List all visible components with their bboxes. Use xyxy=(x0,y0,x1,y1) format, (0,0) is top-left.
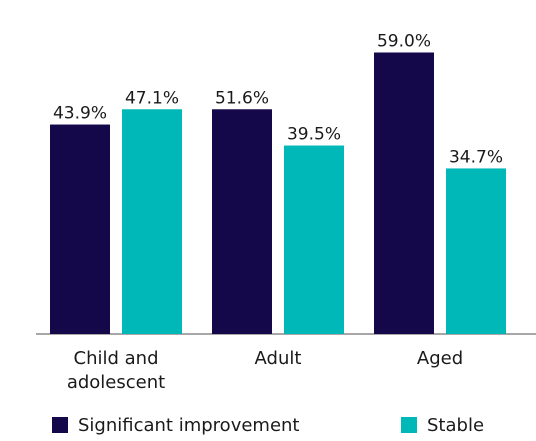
bar-stable-0 xyxy=(122,109,182,334)
value-label-1-2: 34.7% xyxy=(449,147,503,167)
bar-significant-improvement-2 xyxy=(374,52,434,334)
x-tick-labels-group: Child and adolescent Adult Aged xyxy=(67,348,463,393)
value-label-0-0: 43.9% xyxy=(53,104,107,124)
bars-group xyxy=(50,52,506,334)
x-tick-label-line: Adult xyxy=(255,348,302,369)
x-tick-label-line: Child and xyxy=(74,348,159,369)
value-label-0-1: 51.6% xyxy=(215,88,269,108)
legend-label-significant-improvement: Significant improvement xyxy=(78,415,300,436)
x-tick-label-line: adolescent xyxy=(67,372,165,393)
legend-swatch-significant-improvement xyxy=(52,417,68,433)
bar-stable-2 xyxy=(446,168,506,334)
bar-stable-1 xyxy=(284,145,344,334)
value-labels-group: 43.9% 47.1% 51.6% 39.5% 59.0% 34.7% xyxy=(53,31,503,167)
x-tick-label-2: Aged xyxy=(417,348,463,369)
x-tick-label-0: Child and adolescent xyxy=(67,348,165,393)
value-label-0-2: 59.0% xyxy=(377,31,431,51)
bar-significant-improvement-0 xyxy=(50,124,110,334)
legend: Significant improvement Stable xyxy=(52,415,484,436)
bar-significant-improvement-1 xyxy=(212,109,272,334)
x-tick-label-line: Aged xyxy=(417,348,463,369)
legend-label-stable: Stable xyxy=(427,415,484,436)
value-label-1-1: 39.5% xyxy=(287,125,341,145)
x-tick-label-1: Adult xyxy=(255,348,302,369)
legend-swatch-stable xyxy=(401,417,417,433)
value-label-1-0: 47.1% xyxy=(125,88,179,108)
